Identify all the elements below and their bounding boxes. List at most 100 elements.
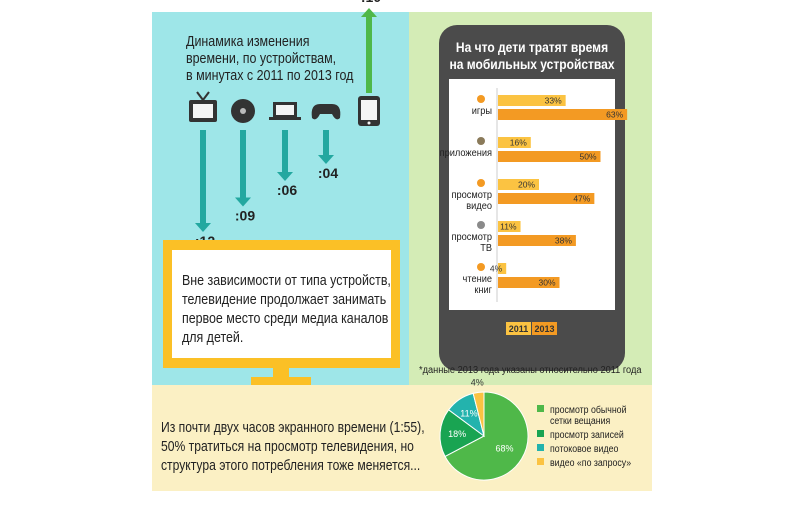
bar-2011 xyxy=(498,137,531,148)
bottom-text-line: структура этого потребления тоже меняетс… xyxy=(161,457,420,473)
tv-message-line: для детей. xyxy=(182,329,243,345)
bar-category-label: книг xyxy=(474,285,492,297)
pie-slice xyxy=(444,391,529,481)
bar-category-label: просмотр xyxy=(451,232,492,244)
tv-icon xyxy=(189,91,217,122)
bar-chart-title: На что дети тратят время xyxy=(456,39,608,55)
tv-icon-antenna xyxy=(202,91,210,101)
bar-2013 xyxy=(498,277,560,288)
bar-2011 xyxy=(498,95,566,106)
bar-value-label: 11% xyxy=(500,222,517,232)
bar-chart-title: на мобильных устройствах xyxy=(449,56,615,72)
pie-legend-label: просмотр записей xyxy=(550,428,624,440)
pie-slice xyxy=(472,391,485,437)
bar-value-label: 38% xyxy=(555,236,572,246)
device-chart-title: в минутах с 2011 по 2013 год xyxy=(186,67,354,83)
legend-swatch-2011 xyxy=(506,322,531,335)
video-icon xyxy=(477,179,485,187)
bar-category-label: видео xyxy=(466,201,492,213)
bar-2011 xyxy=(498,179,539,190)
bar-category-label: просмотр xyxy=(451,190,492,202)
bar-value-label: 50% xyxy=(579,152,596,162)
tv-icon-screen xyxy=(193,104,213,118)
bar-category-label: приложения xyxy=(440,148,492,160)
bar-value-label: 4% xyxy=(490,264,503,274)
bar-value-label: 20% xyxy=(518,180,535,190)
bar-category-label: чтение xyxy=(463,274,493,286)
bar-2013 xyxy=(498,109,628,120)
laptop-icon xyxy=(269,102,301,120)
tv-icon-antenna xyxy=(196,91,204,101)
bar-2013 xyxy=(498,193,595,204)
tv-screen xyxy=(172,250,391,358)
tablet-icon-screen xyxy=(361,100,377,120)
bottom-panel-bg xyxy=(152,385,652,491)
bar-value-label: 63% xyxy=(606,110,623,120)
bar-2011 xyxy=(498,221,521,232)
pie-value-label: 68% xyxy=(496,443,514,453)
pie-legend-swatch xyxy=(537,430,544,437)
tablet-icon-button xyxy=(367,121,371,125)
apps-icon xyxy=(477,137,485,145)
decrease-arrow-shaft xyxy=(282,130,288,173)
decrease-arrow-shaft xyxy=(323,130,329,156)
book-icon-shape xyxy=(477,263,485,271)
laptop-icon-screen xyxy=(276,105,294,115)
games-icon-shape xyxy=(477,95,485,103)
decrease-arrow-shaft xyxy=(240,130,246,199)
device-chart-title: времени, по устройствам, xyxy=(186,50,336,66)
laptop-icon-base xyxy=(269,117,301,120)
device-chart-title: Динамика изменения xyxy=(186,33,309,49)
bottom-text-line: 50% тратиться на просмотр телевидения, н… xyxy=(161,438,414,454)
trash-tv-icon-shape xyxy=(477,221,485,229)
pie-value-label: 18% xyxy=(448,429,466,439)
bar-value-label: 47% xyxy=(573,194,590,204)
device-change-label: :04 xyxy=(318,165,338,181)
device-change-label: :10 xyxy=(361,0,381,5)
gamepad-icon xyxy=(311,104,341,120)
pie-legend-label: просмотр обычной xyxy=(550,403,626,415)
bar-category-label: ТВ xyxy=(480,243,492,255)
legend-label: 2011 xyxy=(509,324,529,334)
trash-tv-icon xyxy=(477,221,485,229)
decrease-arrow-shaft xyxy=(200,130,206,224)
tv-message-line: первое место среди медиа каналов xyxy=(182,310,388,326)
pie-legend-swatch xyxy=(537,458,544,465)
tablet-icon xyxy=(358,96,380,126)
pie-legend-label: потоковое видео xyxy=(550,442,618,454)
bar-value-label: 33% xyxy=(545,96,562,106)
decrease-arrow-head xyxy=(318,155,334,164)
tv-stand-base xyxy=(251,377,311,385)
bar-2013 xyxy=(498,235,576,246)
bar-value-label: 16% xyxy=(510,138,527,148)
device-change-label: :09 xyxy=(235,208,255,224)
pie-legend-swatch xyxy=(537,405,544,412)
bar-2011 xyxy=(498,263,507,274)
gamepad-icon-body xyxy=(311,104,341,120)
increase-arrow-head xyxy=(361,8,377,17)
pie-legend-swatch xyxy=(537,444,544,451)
legend-swatch-2013 xyxy=(532,322,557,335)
bar-value-label: 30% xyxy=(538,278,555,288)
pie-legend-label: видео «по запросу» xyxy=(550,456,631,468)
legend-label: 2013 xyxy=(534,324,554,334)
device-change-label: :06 xyxy=(277,182,297,198)
bottom-text-line: Из почти двух часов экранного времени (1… xyxy=(161,419,425,435)
pie-legend-label: сетки вещания xyxy=(550,414,610,426)
tv-message-line: телевидение продолжает занимать xyxy=(182,291,386,307)
games-icon xyxy=(477,95,485,103)
pie-value-label: 4% xyxy=(471,377,484,387)
book-icon xyxy=(477,263,485,271)
pie-value-label: 11% xyxy=(460,409,477,419)
tv-stand-neck xyxy=(273,368,289,378)
increase-arrow-shaft xyxy=(366,16,372,93)
pie-slice xyxy=(439,409,485,458)
video-icon-shape xyxy=(477,179,485,187)
decrease-arrow-head xyxy=(195,223,211,232)
bar-2013 xyxy=(498,151,601,162)
game-console-icon-hole xyxy=(240,108,246,114)
apps-icon-shape xyxy=(477,137,485,145)
decrease-arrow-head xyxy=(235,197,251,207)
